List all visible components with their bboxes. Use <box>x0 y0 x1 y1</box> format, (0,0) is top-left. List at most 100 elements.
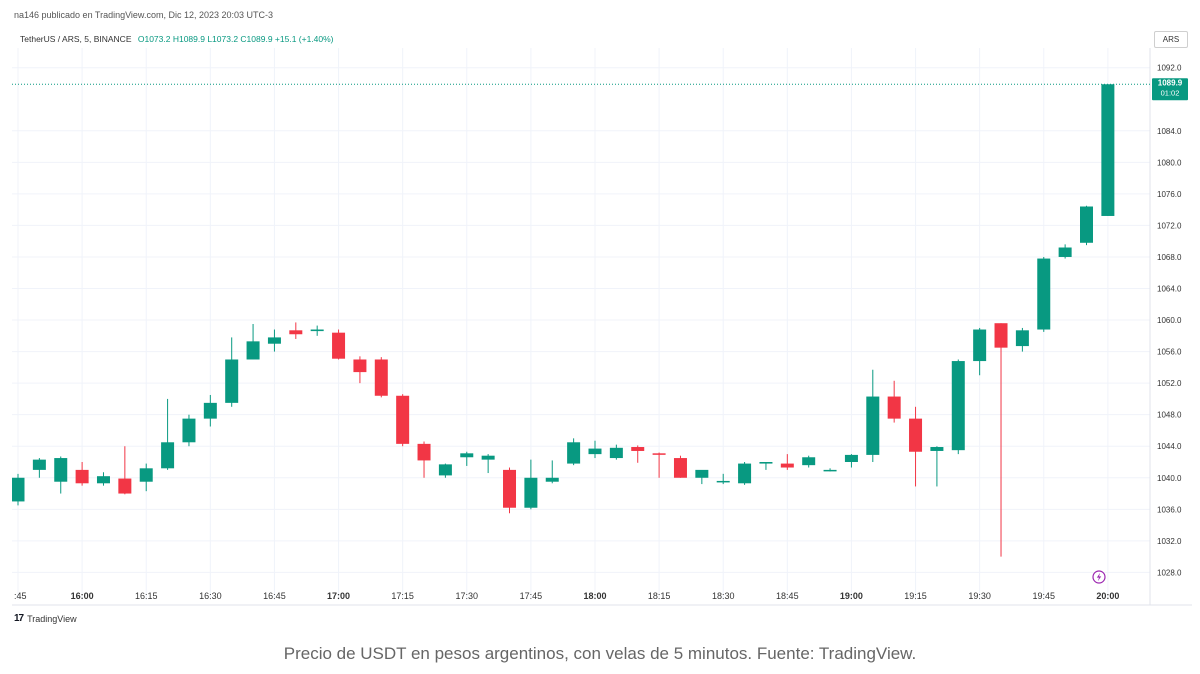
candle-body <box>887 396 901 419</box>
price-tick-label: 1068.0 <box>1157 253 1182 262</box>
candle-body <box>246 341 260 360</box>
time-tick-label: 18:45 <box>776 591 799 601</box>
candle-body <box>460 453 474 458</box>
candle-body <box>1101 84 1115 216</box>
candle-up <box>246 324 260 360</box>
ohlc-values: O1073.2 H1089.9 L1073.2 C1089.9 +15.1 (+… <box>137 34 334 44</box>
candle-up <box>545 460 559 484</box>
candle-up <box>12 473 25 506</box>
candle-body <box>759 462 773 464</box>
candle-up <box>1015 327 1029 352</box>
candle-up <box>161 398 175 470</box>
candle-body <box>909 418 923 452</box>
candle-body <box>225 359 239 403</box>
candle-down <box>332 329 346 360</box>
candle-up <box>96 472 110 486</box>
candle-body <box>1058 247 1072 257</box>
time-tick-label: 18:15 <box>648 591 671 601</box>
candle-up <box>1080 205 1093 246</box>
time-tick-label: 17:30 <box>456 591 479 601</box>
last-price-box <box>1152 78 1188 101</box>
candle-body <box>652 453 666 455</box>
candle-up <box>866 369 880 462</box>
last-price-label: 1089.9 01:02 <box>1152 78 1188 101</box>
candle-up <box>567 438 581 466</box>
price-tick-label: 1048.0 <box>1157 411 1182 420</box>
candle-body <box>609 447 623 459</box>
time-tick-label: 16:45 <box>263 591 286 601</box>
price-tick-label: 1076.0 <box>1157 190 1182 199</box>
candle-body <box>802 457 816 466</box>
price-tick-label: 1052.0 <box>1157 379 1182 388</box>
candle-body <box>588 448 602 455</box>
candle-down <box>887 380 901 423</box>
last-price-countdown: 01:02 <box>1161 88 1180 97</box>
candle-body <box>267 337 281 344</box>
candle-body <box>1080 206 1093 243</box>
time-tick-label: 17:00 <box>327 591 350 601</box>
time-tick-label: 17:15 <box>391 591 414 601</box>
lightning-icon[interactable] <box>1092 570 1106 584</box>
candle-up <box>695 469 709 485</box>
candle-body <box>96 476 110 484</box>
candle-down <box>75 462 89 486</box>
candle-body <box>481 455 495 460</box>
candle-body <box>673 458 687 478</box>
candle-body <box>716 480 730 483</box>
candle-down <box>374 357 388 398</box>
price-tick-label: 1092.0 <box>1157 64 1182 73</box>
candle-down <box>417 441 431 478</box>
candle-body <box>973 329 987 362</box>
candle-down <box>118 446 132 495</box>
candle-up <box>951 359 965 455</box>
tradingview-brand: TradingView <box>27 613 77 624</box>
candle-body <box>503 469 517 508</box>
time-tick-label: 18:00 <box>583 591 606 601</box>
candle-body <box>353 359 367 373</box>
candle-up <box>588 440 602 459</box>
candle-body <box>438 464 452 476</box>
grid-lines <box>12 48 1150 600</box>
time-tick-label: 19:00 <box>840 591 863 601</box>
candle-up <box>930 446 944 487</box>
symbol-name[interactable]: TetherUS / ARS, 5, BINANCE <box>20 34 132 44</box>
tradingview-logo-icon: 17 <box>14 613 24 624</box>
candle-body <box>545 477 559 482</box>
candle-up <box>759 462 773 470</box>
candle-up <box>844 454 858 468</box>
price-tick-label: 1084.0 <box>1157 127 1182 136</box>
candle-body <box>203 402 217 419</box>
currency-button[interactable]: ARS <box>1154 31 1188 48</box>
candle-body <box>417 443 431 461</box>
candle-up <box>460 451 474 466</box>
last-price-value: 1089.9 <box>1158 78 1183 87</box>
published-info: na146 publicado en TradingView.com, Dic … <box>14 10 273 20</box>
candle-body <box>1015 330 1029 347</box>
price-tick-label: 1036.0 <box>1157 505 1182 514</box>
price-tick-label: 1080.0 <box>1157 158 1182 167</box>
candle-up <box>524 459 538 510</box>
candle-body <box>374 359 388 396</box>
candle-body <box>32 459 46 470</box>
price-tick-label: 1060.0 <box>1157 316 1182 325</box>
candle-up <box>823 468 837 472</box>
tradingview-footer[interactable]: 17 TradingView <box>14 613 77 624</box>
candle-up <box>267 329 281 352</box>
price-tick-label: 1032.0 <box>1157 537 1182 546</box>
time-tick-label: 16:30 <box>199 591 222 601</box>
candle-down <box>289 322 303 339</box>
candle-down <box>396 394 410 447</box>
plot-area <box>12 48 1150 600</box>
candle-down <box>353 356 367 384</box>
candle-body <box>780 463 794 468</box>
candle-down <box>673 455 687 478</box>
candle-up <box>716 473 730 485</box>
candle-body <box>844 454 858 462</box>
candle-down <box>652 452 666 478</box>
price-tick-label: 1056.0 <box>1157 348 1182 357</box>
candle-up <box>203 394 217 427</box>
candle-body <box>930 447 944 451</box>
candle-up <box>310 325 324 336</box>
candle-body <box>695 469 709 478</box>
